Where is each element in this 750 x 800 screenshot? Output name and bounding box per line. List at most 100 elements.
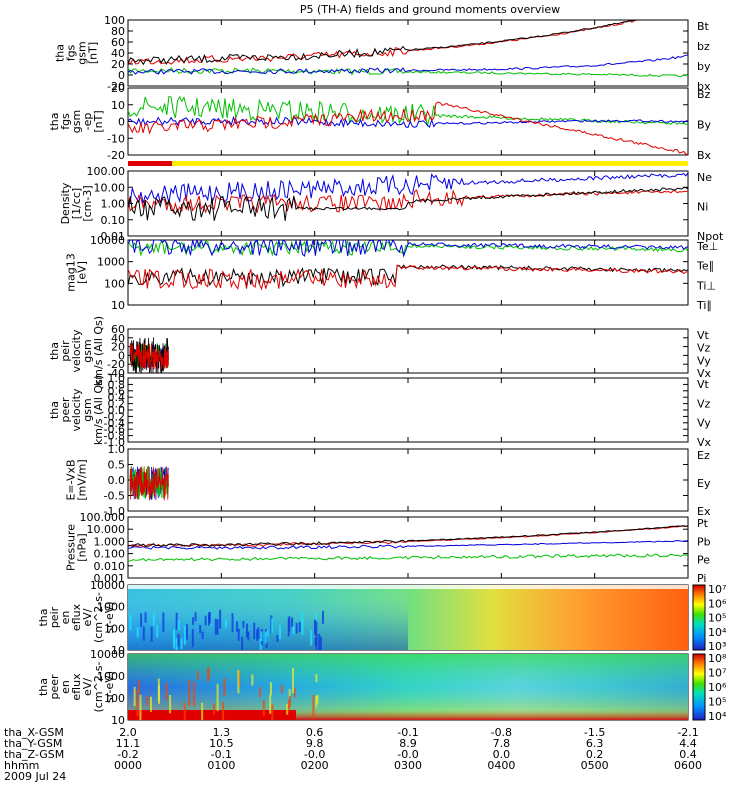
spectrogram-pixel: [288, 616, 291, 632]
y-tick-label: 40: [111, 47, 125, 60]
spectrogram-pixel: [177, 620, 180, 631]
x-row-value: 0600: [674, 759, 702, 772]
legend-entry: Pt: [697, 517, 709, 530]
y-axis-label: peer: [48, 674, 61, 700]
y-tick-label: 100.00: [87, 165, 126, 178]
y-tick-label: 0: [118, 349, 125, 362]
spectrogram-pixel: [269, 682, 272, 696]
legend-entry: Vt: [697, 329, 710, 342]
legend-entry: Pi: [697, 572, 706, 585]
electron-spectrogram-shade: [128, 654, 688, 720]
spectrogram-pixel: [180, 638, 183, 649]
legend-entry: Ne: [697, 171, 712, 184]
colorbar-label: 10⁵: [708, 612, 726, 625]
Ne-series: [128, 189, 688, 214]
spectrogram-pixel: [139, 694, 142, 720]
legend-entry: bz: [697, 40, 710, 53]
spectrogram-pixel: [259, 638, 262, 650]
x-row-value: 0.2: [586, 748, 604, 761]
panel-data: [129, 466, 169, 502]
x-row-label: tha_Y-GSM: [4, 737, 62, 750]
x-row-value: 4.4: [679, 737, 697, 750]
spectrogram-pixel: [212, 704, 215, 715]
legend-entry: Vx: [697, 436, 712, 449]
spectrogram-pixel: [256, 629, 259, 641]
panel-data: [128, 240, 688, 291]
spectrogram-pixel: [288, 695, 291, 708]
spectrogram-pixel: [175, 612, 178, 630]
y-tick-label: -40: [107, 367, 125, 380]
spectrogram-pixel: [269, 694, 272, 714]
y-tick-label: 0.0: [108, 474, 126, 487]
y-tick-label: 100: [104, 277, 125, 290]
legend-entry: Bz: [697, 88, 711, 101]
y-tick-label: 1000: [97, 601, 125, 614]
spectrogram-pixel: [262, 700, 265, 716]
y-axis-label: en: [59, 680, 72, 694]
spectrogram-pixel: [149, 696, 152, 712]
y-axis-label: tha: [48, 342, 61, 360]
y-tick-label: 100: [104, 622, 125, 635]
x-row-value: -0.0: [304, 748, 325, 761]
y-tick-label: 10000: [90, 579, 125, 592]
spectrogram-pixel: [280, 684, 283, 694]
Pt-series: [128, 525, 688, 547]
spectrogram-pixel: [133, 686, 136, 707]
colorbar-label: 10⁵: [708, 696, 726, 709]
spectrogram-top-band: [128, 585, 688, 589]
spectrogram-pixel: [251, 674, 254, 686]
spectrogram-pixel: [292, 626, 295, 634]
spectrogram-pixel: [140, 613, 143, 627]
spectrogram-pixel: [188, 679, 191, 707]
y-axis-label: gsm: [81, 339, 94, 362]
x-row-value: 0500: [581, 759, 609, 772]
panel-data: [128, 95, 688, 155]
y-tick-label: 0.5: [108, 459, 126, 472]
y-axis-label: [eV]: [76, 261, 89, 284]
spectrogram-pixel: [271, 618, 274, 634]
y-tick-label: 60: [111, 36, 125, 49]
legend-entry: Ex: [697, 505, 711, 518]
spectrogram-pixel: [183, 702, 186, 720]
y-tick-label: -1.0: [104, 505, 125, 518]
by-series: [128, 67, 688, 78]
spectrogram-pixel: [236, 621, 239, 632]
panel-frame: [127, 377, 689, 443]
spectrogram-pixel: [146, 695, 149, 706]
spectrogram-pixel: [204, 615, 207, 626]
colorbar-label: 10⁷: [708, 583, 726, 596]
spectrogram-pixel: [257, 627, 260, 639]
legend-entry: Te⊥: [696, 240, 718, 253]
spectrogram-pixel: [264, 632, 267, 644]
y-tick-label: 100: [104, 692, 125, 705]
velocity-burst-2: [129, 466, 169, 502]
y-axis-label: tha: [54, 44, 67, 62]
panel-p3: 100.00 10.00 1.00 0.10 0.01 Density[1/cc][cm-…: [59, 161, 724, 243]
y-axis-label: [cm-3]: [81, 185, 94, 221]
y-tick-label: -0.2: [104, 410, 125, 423]
x-row-value: 1.3: [213, 726, 231, 739]
panel-p4: 10000 1000 100 10 mag13[eV] Te⊥ Te∥ Ti⊥ Ti∥: [65, 234, 719, 312]
Te-perp-series: [128, 264, 688, 291]
spectrogram-pixel: [165, 682, 168, 701]
spectrogram-pixel: [224, 619, 227, 628]
x-row-value: -0.0: [397, 748, 418, 761]
legend-entry: Vx: [697, 367, 712, 380]
y-axis-label: E=-VxB: [65, 459, 78, 500]
legend-entry: Npot: [697, 230, 724, 243]
x-row-value: -2.1: [677, 726, 698, 739]
spectrogram-pixel: [259, 687, 262, 698]
spectrogram-pixel: [301, 620, 304, 635]
panel-frame: [127, 328, 689, 374]
y-tick-label: 80: [111, 25, 125, 38]
y-axis-label: [1/cc]: [70, 188, 83, 219]
y-tick-label: 10000: [90, 234, 125, 247]
spectrogram-pixel: [241, 636, 244, 650]
Bx-series: [128, 115, 688, 129]
y-tick-label: 1.000: [94, 535, 126, 548]
y-tick-label: 100.000: [80, 511, 126, 524]
x-row-value: 0.4: [679, 748, 697, 761]
y-tick-label: 10: [111, 99, 125, 112]
y-axis-label: [nT]: [87, 42, 100, 64]
